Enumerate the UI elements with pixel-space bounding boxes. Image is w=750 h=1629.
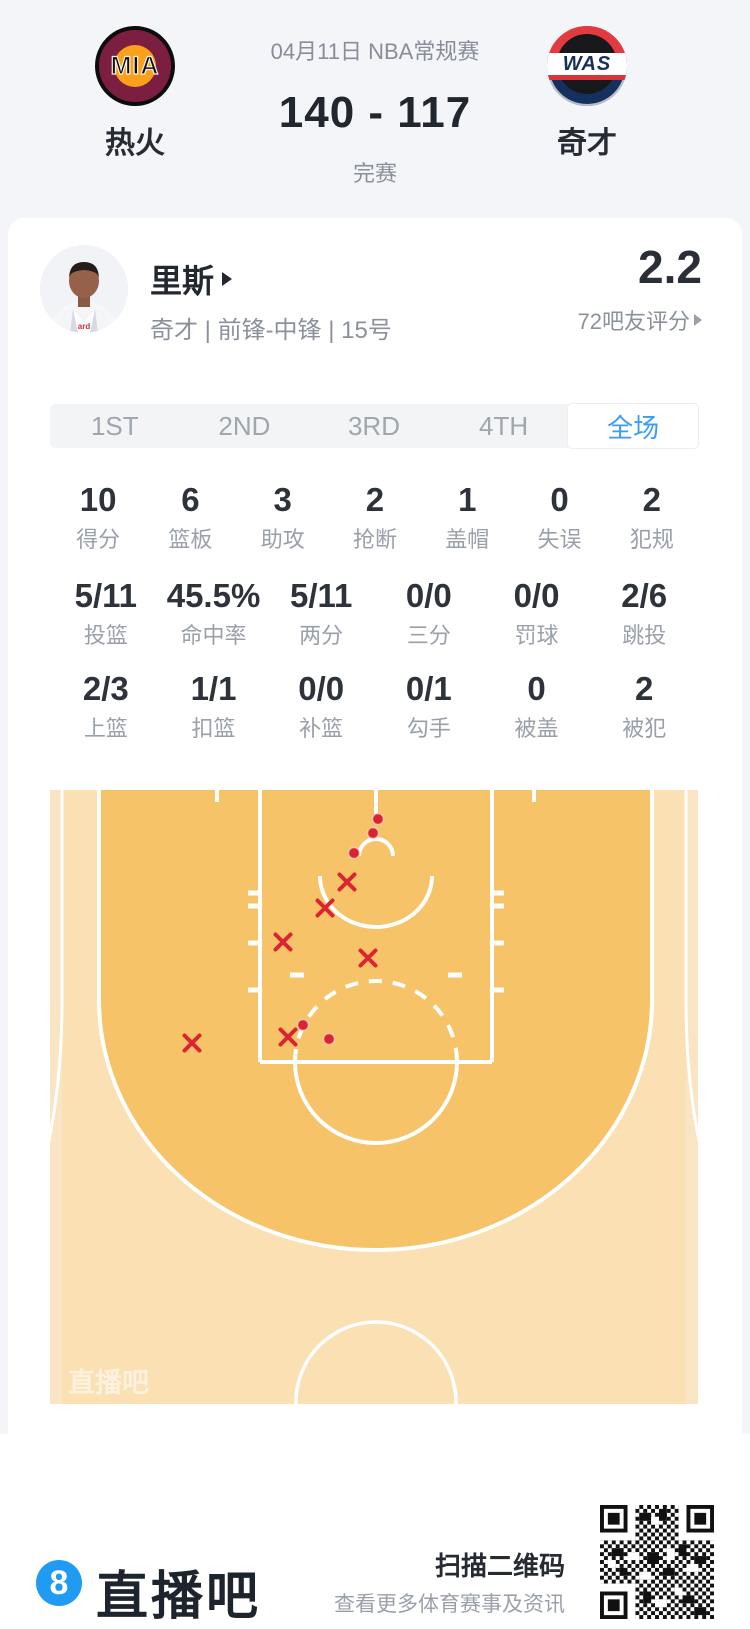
qr-finder-patterns: [600, 1505, 714, 1619]
quarter-tabs: 1ST 2ND 3RD 4TH 全场: [50, 404, 698, 448]
player-info: 奇才 | 前锋-中锋 | 15号: [150, 317, 392, 344]
made-shot-dot: [347, 846, 361, 860]
tab-4th[interactable]: 4TH: [479, 410, 529, 441]
rating-label-row: 72吧友评分: [578, 304, 702, 336]
rating-label: 72吧友评分: [577, 309, 690, 334]
stat-jumpshot: 2/6 跳投: [621, 577, 668, 649]
expand-arrow-icon: [222, 272, 233, 286]
away-team-name: 奇才: [557, 127, 617, 160]
stat-hook: 0/1 勾手: [405, 670, 452, 742]
rating-arrow-icon: [694, 314, 702, 326]
wizards-logo-stripe: [547, 75, 627, 80]
three-point-line: [97, 790, 654, 1252]
lane-hash-right: [492, 890, 504, 993]
rating-block[interactable]: 2.2 72吧友评分: [578, 240, 702, 336]
stat-ft: 0/0 罚球: [513, 577, 560, 649]
baseline-ticks: [215, 790, 536, 802]
stat-2pt: 5/11 两分: [289, 577, 353, 649]
shot-marks: [182, 812, 385, 1053]
match-header: MIA 热火 04月11日 NBA常规赛 140 - 117 完赛 WAS 奇才: [0, 0, 750, 218]
stat-fg: 5/11 投篮: [74, 577, 138, 649]
stat-steals: 2 抢断: [352, 481, 397, 553]
tab-3rd[interactable]: 3RD: [347, 410, 400, 441]
player-avatar-image: ard: [40, 245, 128, 333]
court-watermark: 直播吧: [68, 1368, 149, 1398]
rim-arc: [357, 837, 395, 857]
free-throw-circle-solid: [293, 1061, 459, 1145]
paint-inside-arc: [99, 790, 652, 1250]
tab-full-game[interactable]: 全场: [568, 404, 698, 448]
stat-assists: 3 助攻: [260, 481, 305, 553]
made-shot-dot: [322, 1032, 336, 1046]
stats-row-basic: 10 得分 6 篮板 3 助攻 2 抢断 1 盖帽 0 失误 2 犯规: [52, 482, 698, 553]
stats-row-shooting: 5/11 投篮 45.5% 命中率 5/11 两分 0/0 三分 0/0 罚球 2/6 跳投: [52, 578, 698, 649]
made-shot-dot: [371, 812, 385, 826]
tab-2nd[interactable]: 2ND: [218, 410, 271, 441]
wizards-logo-abbr: WAS: [547, 53, 627, 75]
home-team-name: 热火: [105, 127, 165, 160]
stats-row-shot-types: 2/3 上篮 1/1 扣篮 0/0 补篮 0/1 勾手 0 被盖 2 被犯: [52, 671, 698, 742]
game-date: 04月11日 NBA常规赛: [270, 39, 480, 64]
made-shot-dot: [296, 1018, 310, 1032]
zhibo8-logo-icon: 8: [36, 1560, 82, 1606]
missed-shot-x: [278, 1027, 298, 1047]
missed-shot-x: [315, 898, 335, 918]
shot-chart: 直播吧: [28, 790, 720, 1484]
stat-points: 10 得分: [76, 481, 121, 553]
made-shot-dot: [366, 826, 380, 840]
home-team[interactable]: MIA 热火: [83, 26, 187, 162]
heat-logo-abbr: MIA: [110, 51, 160, 80]
player-avatar[interactable]: ard: [40, 245, 128, 333]
stat-rebounds: 6 篮板: [168, 481, 213, 553]
stat-blocks: 1 盖帽: [445, 481, 490, 553]
game-status: 完赛: [352, 161, 397, 186]
stat-3pt: 0/0 三分: [405, 577, 452, 649]
player-name-row[interactable]: 里斯: [150, 256, 233, 302]
stat-dunk: 1/1 扣篮: [190, 670, 237, 742]
stat-turnovers: 0 失误: [537, 481, 582, 553]
stat-got-blocked: 0 被盖: [514, 670, 559, 742]
heat-logo-icon: MIA: [95, 26, 175, 106]
svg-text:ard: ard: [78, 322, 91, 331]
game-score: 140 - 117: [278, 88, 472, 137]
qr-code: [600, 1505, 714, 1619]
brand-name: 直播吧: [96, 1568, 262, 1626]
scan-qr-title: 扫描二维码: [434, 1551, 565, 1581]
stat-fouled: 2 被犯: [622, 670, 667, 742]
stat-layup: 2/3 上篮: [82, 670, 129, 742]
player-card: ard 里斯 奇才 | 前锋-中锋 | 15号 2.2 72吧友评分 1ST 2…: [8, 218, 742, 1484]
stat-putback: 0/0 补篮: [298, 670, 345, 742]
stat-fouls: 2 犯规: [629, 481, 674, 553]
lane-lines: [258, 790, 494, 1064]
tab-1st[interactable]: 1ST: [90, 410, 139, 441]
stat-fg-pct: 45.5% 命中率: [166, 577, 261, 649]
court-lines: [28, 790, 720, 1484]
wizards-logo-icon: WAS: [547, 26, 627, 106]
score-center: 04月11日 NBA常规赛 140 - 117 完赛: [190, 0, 560, 188]
missed-shot-x: [273, 932, 293, 952]
restricted-area-arc: [318, 875, 434, 929]
scan-qr-subtitle: 查看更多体育赛事及资讯: [334, 1593, 565, 1616]
missed-shot-x: [358, 948, 378, 968]
missed-shot-x: [182, 1033, 202, 1053]
rating-value: 2.2: [638, 241, 702, 293]
court-graphic: 直播吧: [28, 790, 720, 1484]
app-footer: 8 直播吧 扫描二维码 查看更多体育赛事及资讯: [0, 1434, 750, 1629]
free-throw-circle-dashed: [293, 979, 459, 1063]
lane-hash-left: [248, 890, 260, 993]
heat-logo-ball: [114, 45, 156, 87]
away-team[interactable]: WAS 奇才: [535, 26, 639, 162]
missed-shot-x: [337, 872, 357, 892]
player-name: 里斯: [150, 263, 215, 299]
